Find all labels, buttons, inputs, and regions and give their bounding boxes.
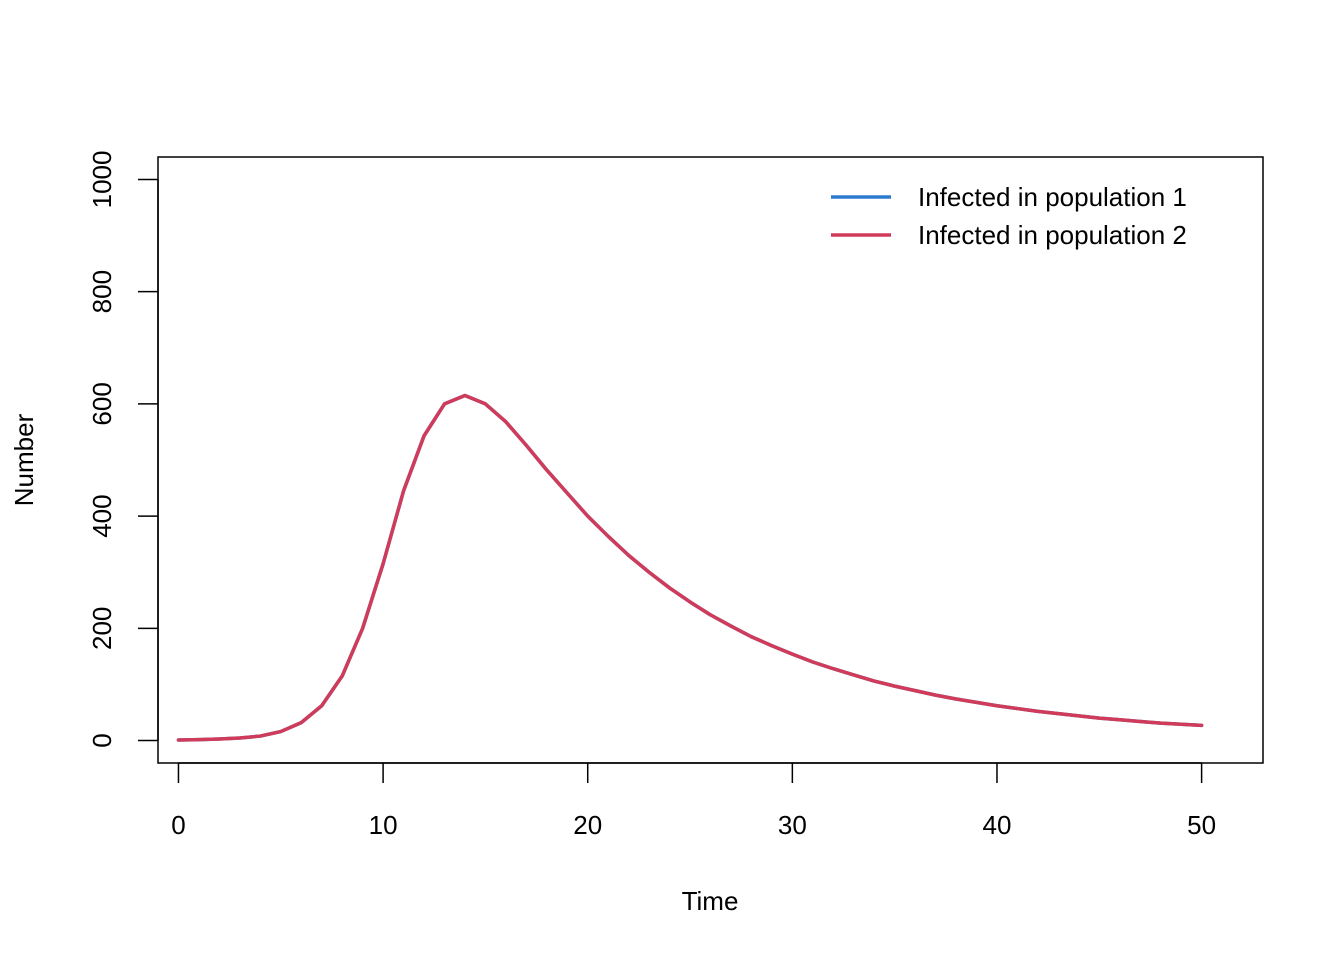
y-tick-label: 800 xyxy=(87,270,117,313)
x-tick-label: 50 xyxy=(1187,810,1216,840)
legend-label-2: Infected in population 2 xyxy=(918,220,1187,250)
y-axis: 0 200 400 600 800 1000 xyxy=(87,151,159,748)
legend: Infected in population 1 Infected in popu… xyxy=(831,182,1187,250)
y-tick-label: 200 xyxy=(87,607,117,650)
x-tick-label: 40 xyxy=(983,810,1012,840)
x-tick-label: 30 xyxy=(778,810,807,840)
y-tick-label: 600 xyxy=(87,382,117,425)
series-line-2 xyxy=(176,393,1204,742)
x-tick-label: 0 xyxy=(171,810,185,840)
y-axis-title: Number xyxy=(9,413,39,506)
y-tick-label: 0 xyxy=(87,733,117,747)
x-tick-label: 20 xyxy=(573,810,602,840)
x-axis-title: Time xyxy=(682,886,739,916)
legend-label-1: Infected in population 1 xyxy=(918,182,1187,212)
x-axis: 0 10 20 30 40 50 xyxy=(171,762,1216,840)
series-layer xyxy=(176,393,1204,742)
y-tick-label: 1000 xyxy=(87,151,117,209)
x-tick-label: 10 xyxy=(369,810,398,840)
y-tick-label: 400 xyxy=(87,494,117,537)
